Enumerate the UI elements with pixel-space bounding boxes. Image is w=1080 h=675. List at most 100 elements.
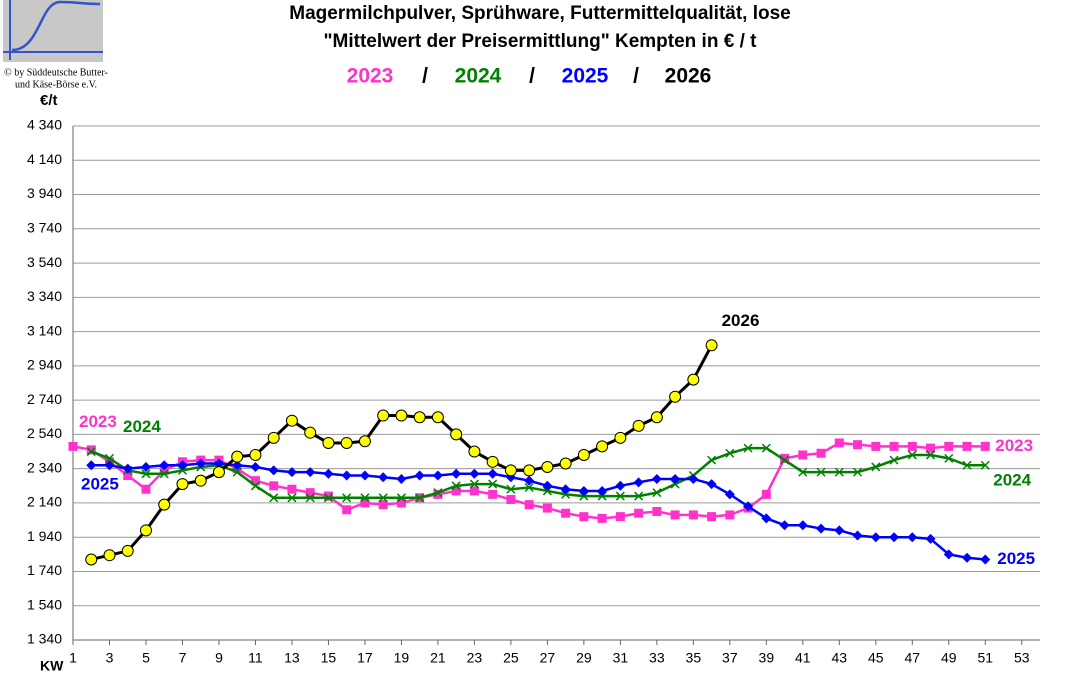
marker [140, 461, 151, 472]
marker [871, 462, 881, 472]
x-tick-label: 7 [179, 650, 187, 666]
marker [524, 482, 534, 493]
marker [834, 438, 844, 448]
y-tick-label: 2 340 [27, 459, 62, 475]
marker [194, 474, 207, 487]
marker [305, 493, 315, 503]
marker [250, 476, 260, 486]
marker [561, 489, 571, 499]
x-tick-label: 43 [832, 650, 848, 666]
copyright: und Käse-Börse e.V. [15, 79, 97, 90]
marker [962, 552, 973, 563]
marker [542, 480, 553, 491]
marker [816, 448, 826, 458]
marker [597, 491, 607, 501]
y-axis-label: €/t [40, 92, 58, 109]
legend-separator: / [422, 65, 428, 88]
marker [670, 473, 681, 484]
marker [706, 479, 717, 490]
x-tick-label: 41 [795, 650, 811, 666]
marker [123, 471, 133, 481]
marker [614, 431, 627, 444]
marker [688, 473, 699, 484]
series-line [90, 446, 986, 500]
marker [670, 479, 680, 489]
marker [852, 530, 863, 541]
series-line [90, 344, 713, 561]
logo [3, 0, 103, 62]
marker [341, 470, 352, 481]
marker [433, 488, 443, 498]
marker [68, 441, 78, 451]
marker [414, 470, 425, 481]
y-tick-label: 4 140 [27, 151, 62, 167]
marker [158, 498, 171, 511]
marker [889, 455, 899, 465]
legend-separator: / [633, 65, 639, 88]
marker [943, 549, 954, 560]
marker [103, 549, 116, 562]
marker [139, 524, 152, 537]
marker [378, 472, 389, 483]
marker [980, 460, 990, 470]
marker [269, 481, 279, 491]
x-tick-label: 1 [69, 650, 77, 666]
marker [632, 419, 645, 432]
marker [816, 523, 827, 534]
marker [305, 467, 316, 478]
marker [340, 436, 353, 449]
series-line [91, 462, 986, 561]
marker [322, 436, 335, 449]
marker [469, 468, 480, 479]
legend-entry: 2026 [665, 65, 712, 88]
marker [159, 469, 169, 479]
marker [871, 441, 881, 451]
marker [506, 484, 516, 494]
x-tick-label: 53 [1014, 650, 1030, 666]
marker [798, 467, 808, 477]
x-tick-label: 29 [576, 650, 592, 666]
chart-title: "Mittelwert der Preisermittlung" Kempten… [324, 31, 758, 52]
marker [488, 489, 498, 499]
marker [323, 468, 334, 479]
marker [195, 458, 206, 469]
marker [269, 493, 279, 503]
marker [323, 493, 333, 503]
marker [541, 460, 554, 473]
marker [780, 453, 790, 463]
marker [669, 390, 682, 403]
marker [944, 441, 954, 451]
x-tick-label: 11 [248, 650, 263, 666]
marker [524, 500, 534, 510]
marker [486, 455, 499, 468]
marker [378, 493, 388, 503]
marker [176, 478, 189, 491]
marker [761, 489, 771, 499]
marker [396, 498, 406, 508]
marker [359, 470, 370, 481]
marker [469, 486, 479, 496]
marker [268, 465, 279, 476]
marker [524, 475, 535, 486]
y-tick-label: 4 340 [27, 117, 62, 133]
series-label: 2023 [79, 412, 117, 431]
x-tick-label: 21 [430, 650, 446, 666]
marker [250, 461, 261, 472]
x-axis-label: KW [40, 658, 64, 674]
marker [707, 512, 717, 522]
marker [104, 460, 115, 471]
y-tick-label: 2 140 [27, 494, 62, 510]
marker [707, 455, 717, 465]
marker [378, 500, 388, 510]
marker [651, 473, 662, 484]
y-tick-label: 1 740 [27, 562, 62, 578]
marker [670, 510, 680, 520]
marker [798, 450, 808, 460]
marker [358, 435, 371, 448]
marker [650, 411, 663, 424]
marker [542, 503, 552, 513]
marker [779, 520, 790, 531]
y-tick-label: 3 540 [27, 254, 62, 270]
x-tick-label: 27 [540, 650, 556, 666]
y-tick-label: 3 740 [27, 220, 62, 236]
